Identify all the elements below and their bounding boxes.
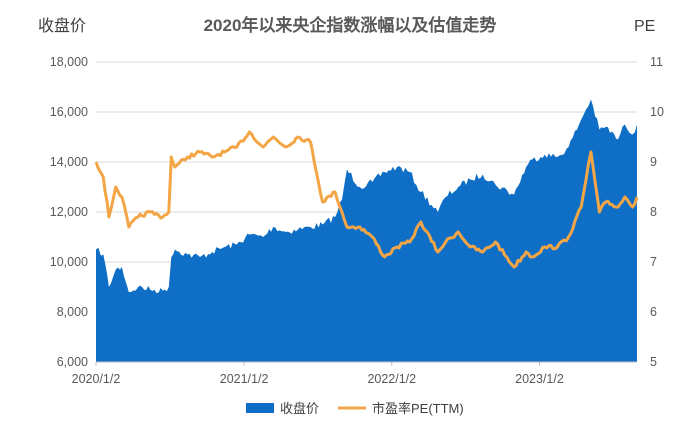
- legend-label-close-price: 收盘价: [280, 401, 319, 416]
- right-tick-label: 9: [650, 155, 657, 169]
- legend: 收盘价 市盈率PE(TTM): [246, 401, 464, 416]
- left-axis-title: 收盘价: [38, 16, 86, 35]
- left-tick-label: 18,000: [50, 55, 88, 69]
- right-tick-label: 5: [650, 355, 657, 369]
- x-tick-label: 2022/1/2: [367, 372, 416, 386]
- left-tick-label: 6,000: [57, 355, 88, 369]
- right-axis-title: PE: [634, 18, 655, 35]
- axes: 6,000 8,000 10,000 12,000 14,000 16,000 18,000…: [50, 55, 664, 386]
- left-tick-label: 12,000: [50, 205, 88, 219]
- left-tick-label: 10,000: [50, 255, 88, 269]
- legend-label-pe: 市盈率PE(TTM): [372, 401, 464, 416]
- legend-swatch-close-price: [246, 403, 274, 413]
- left-tick-label: 14,000: [50, 155, 88, 169]
- pe-line-series: [94, 130, 639, 269]
- x-tick-label: 2023/1/2: [515, 372, 564, 386]
- chart-title: 2020年以来央企指数涨幅以及估值走势: [204, 15, 497, 35]
- right-tick-label: 8: [650, 205, 657, 219]
- left-tick-label: 16,000: [50, 105, 88, 119]
- x-tick-label: 2021/1/2: [220, 372, 269, 386]
- x-tick-label: 2020/1/2: [72, 372, 121, 386]
- right-tick-label: 11: [650, 55, 663, 69]
- right-tick-label: 6: [650, 305, 657, 319]
- left-tick-label: 8,000: [57, 305, 88, 319]
- right-tick-label: 10: [650, 105, 664, 119]
- pe-line: [94, 130, 639, 269]
- right-tick-label: 7: [650, 255, 657, 269]
